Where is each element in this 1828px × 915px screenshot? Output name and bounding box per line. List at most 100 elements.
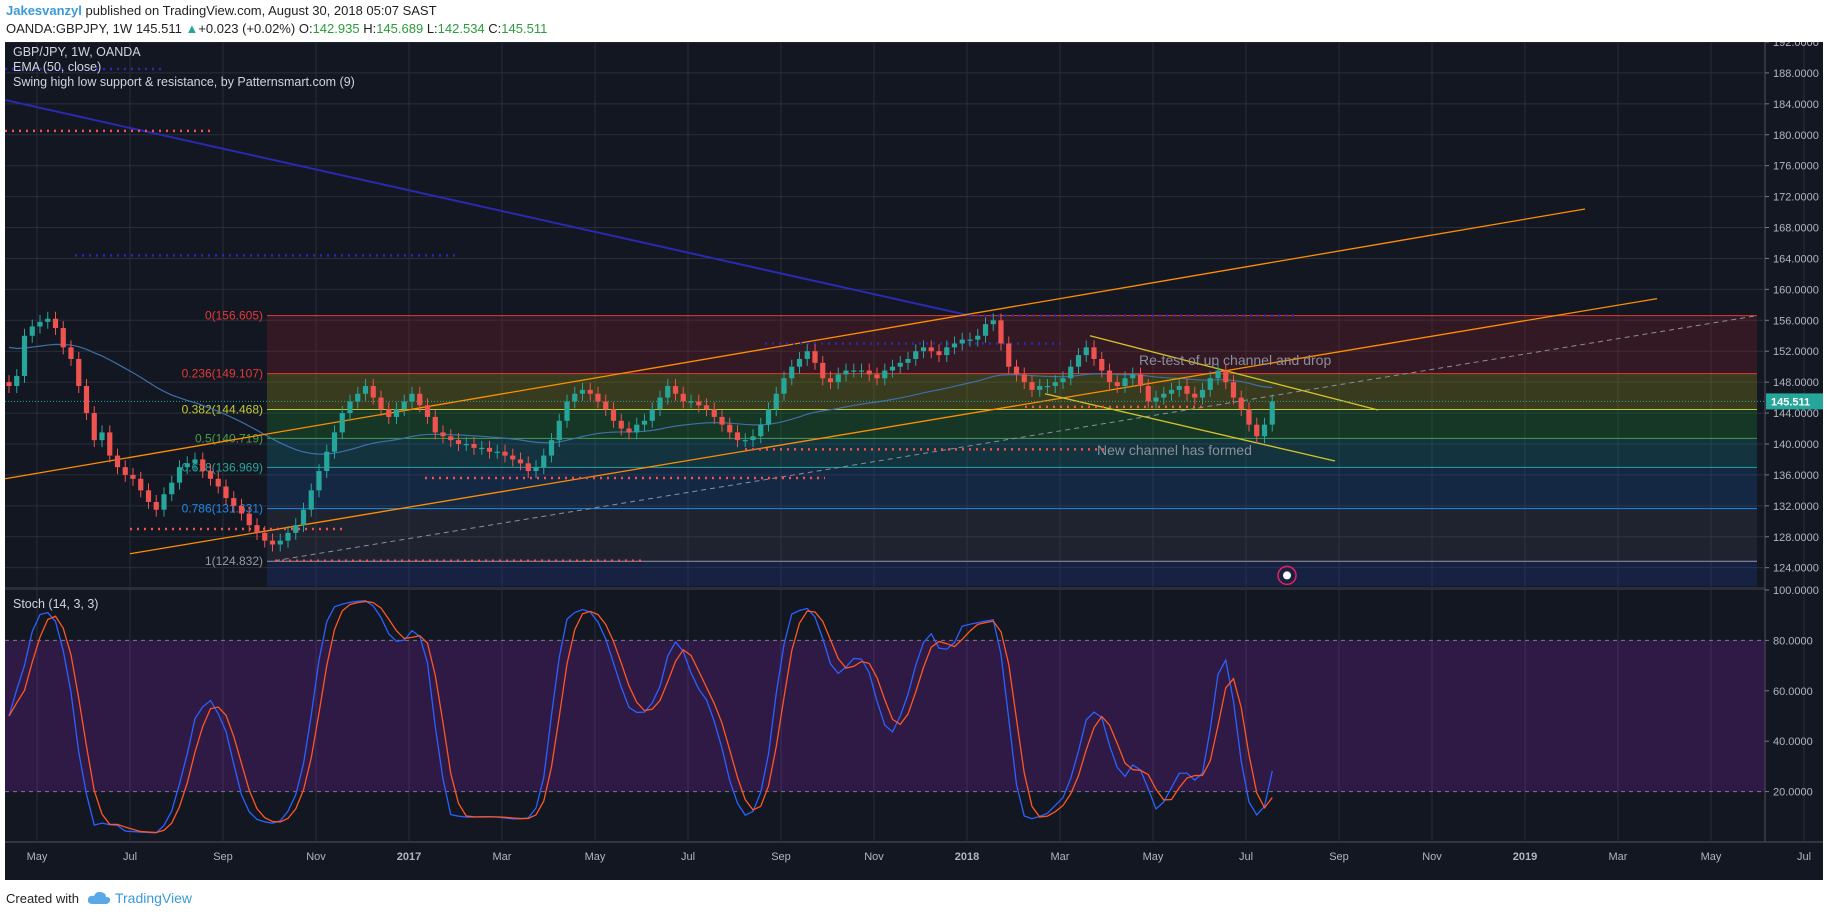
time-tick-label: May	[585, 851, 606, 863]
time-tick-label: 2017	[397, 851, 421, 863]
candle	[269, 540, 276, 545]
candle	[6, 382, 12, 387]
candle	[618, 420, 624, 429]
low-value: 142.534	[437, 21, 485, 36]
candle	[1153, 397, 1159, 402]
candle	[1044, 386, 1051, 388]
candle	[401, 401, 407, 410]
candle	[548, 440, 555, 456]
candle	[1052, 382, 1058, 387]
candle	[913, 351, 919, 359]
price-tick-label: 180.0000	[1773, 130, 1819, 142]
candle	[1246, 409, 1252, 425]
candle	[130, 474, 136, 479]
price-tick-label: 124.0000	[1773, 563, 1819, 575]
candle	[238, 505, 245, 514]
publish-text: published on TradingView.com, August 30,…	[85, 3, 437, 18]
candle	[610, 409, 617, 421]
candle	[634, 424, 640, 433]
annotation-retest: Re-test of up channel and drop	[1139, 352, 1331, 368]
candle	[331, 432, 338, 452]
time-tick-label: May	[1701, 851, 1722, 863]
candle	[734, 432, 741, 441]
candle	[1099, 358, 1105, 371]
candle	[231, 498, 237, 506]
candle	[192, 459, 198, 464]
long-trendline	[4, 99, 971, 317]
candle	[595, 393, 601, 402]
price-tick-label: 152.0000	[1773, 346, 1819, 358]
tradingview-link[interactable]: TradingView	[87, 890, 192, 906]
candle	[866, 370, 872, 375]
candle	[851, 370, 857, 372]
candle	[936, 351, 942, 356]
candles	[6, 311, 1275, 552]
time-tick-label: May	[27, 851, 48, 863]
candle	[122, 467, 128, 475]
candle	[393, 409, 400, 417]
candle	[1122, 378, 1128, 387]
candle	[781, 378, 787, 394]
tradingview-brand: TradingView	[114, 890, 193, 906]
time-tick-label: Nov	[306, 851, 326, 863]
drawings	[4, 67, 1765, 586]
time-tick-label: Sep	[1329, 851, 1349, 863]
price-tick-label: 132.0000	[1773, 501, 1819, 513]
candle	[246, 513, 252, 526]
price-tick-label: 164.0000	[1773, 253, 1819, 265]
author-link[interactable]: Jakesvanzyl	[6, 3, 82, 18]
candle	[176, 467, 183, 483]
candle	[29, 326, 35, 336]
chart-svg[interactable]: 0(156.605) 0.236(149.107) 0.382(144.468) 0.…	[4, 37, 1823, 880]
fib-label: 0.5(140.719)	[195, 431, 263, 445]
candle	[1192, 393, 1198, 398]
candle	[1068, 366, 1074, 379]
candle	[882, 370, 888, 379]
candle	[1269, 401, 1275, 425]
candle	[541, 455, 547, 468]
candle	[417, 393, 423, 406]
candle	[1137, 374, 1144, 387]
fib-zone	[267, 373, 1757, 410]
candle	[463, 443, 469, 446]
price-tick-label: 168.0000	[1773, 223, 1819, 235]
created-with-text: Created with	[6, 890, 79, 906]
candle	[60, 328, 66, 348]
candle	[502, 451, 508, 456]
candle	[1091, 347, 1097, 359]
candle	[951, 343, 958, 348]
channel-lower	[1044, 393, 1336, 462]
candle	[1176, 386, 1182, 390]
candle	[688, 401, 694, 403]
time-tick-label: 2019	[1513, 851, 1537, 863]
tradingview-cloud-icon	[87, 891, 111, 904]
time-tick-label: Sep	[771, 851, 791, 863]
candle	[874, 374, 880, 379]
candle	[703, 405, 710, 410]
candle	[21, 335, 28, 376]
change: +0.023 (+0.02%)	[198, 21, 296, 36]
time-tick-label: Jul	[681, 851, 695, 863]
candle	[835, 374, 841, 383]
candle	[959, 339, 965, 344]
candle	[990, 320, 996, 325]
fib-zone	[267, 409, 1757, 439]
candle	[370, 386, 376, 398]
candle	[91, 413, 97, 441]
price-tick-label: 160.0000	[1773, 284, 1819, 296]
candle	[1130, 374, 1136, 379]
stoch-tick-label: 40.0000	[1773, 736, 1813, 748]
candle	[99, 432, 105, 441]
candle	[440, 432, 446, 437]
annotation-channel: New channel has formed	[1097, 442, 1252, 458]
candle	[455, 440, 462, 444]
time-tick-label: Mar	[1051, 851, 1070, 863]
chart-area[interactable]: 0(156.605) 0.236(149.107) 0.382(144.468) 0.…	[4, 37, 1823, 880]
candle	[161, 494, 167, 510]
candle	[68, 347, 74, 359]
candle	[254, 525, 260, 533]
time-tick-label: Jul	[1239, 851, 1253, 863]
stoch-tick-label: 80.0000	[1773, 635, 1813, 647]
price-tick-label: 188.0000	[1773, 68, 1819, 80]
stoch-label: Stoch (14, 3, 3)	[13, 597, 98, 611]
